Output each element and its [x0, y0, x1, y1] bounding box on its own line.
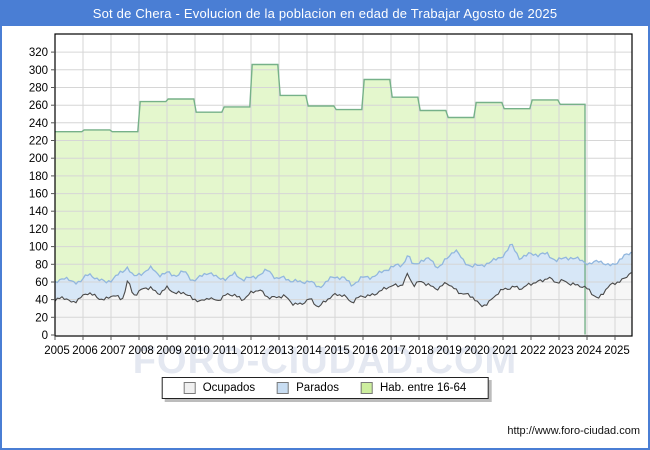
- x-tick-label: 2020: [464, 345, 490, 357]
- y-tick-label: 240: [29, 118, 48, 130]
- chart-title-bar: Sot de Chera - Evolucion de la poblacion…: [2, 2, 648, 26]
- x-tick-label: 2010: [184, 345, 210, 357]
- y-tick-label: 120: [29, 224, 48, 236]
- y-tick-label: 220: [29, 136, 48, 148]
- y-tick-label: 0: [42, 330, 48, 342]
- page-title: Sot de Chera - Evolucion de la poblacion…: [92, 6, 558, 21]
- axis-labels: 0 20 40 60 80 100 120 140 160 180 200 220 240 260 280 3…: [29, 47, 630, 357]
- chart-legend: Ocupados Parados Hab. entre 16-64: [161, 377, 489, 399]
- x-tick-label: 2025: [604, 345, 630, 357]
- series-lines: [54, 63, 632, 335]
- y-tick-label: 300: [29, 65, 48, 77]
- axis-ticks: [51, 51, 616, 340]
- legend-item-parados: Parados: [277, 382, 339, 394]
- series-fills: [55, 64, 632, 335]
- y-tick-label: 100: [29, 242, 48, 254]
- y-tick-label: 160: [29, 189, 48, 201]
- x-tick-label: 2016: [352, 345, 378, 357]
- x-tick-label: 2008: [128, 345, 154, 357]
- x-tick-label: 2017: [380, 345, 406, 357]
- y-tick-label: 140: [29, 206, 48, 218]
- watermark-text: FORO-CIUDAD.COM: [132, 340, 518, 382]
- x-tick-label: 2019: [436, 345, 462, 357]
- legend-label: Parados: [296, 382, 339, 394]
- x-tick-label: 2007: [100, 345, 126, 357]
- y-tick-label: 180: [29, 171, 48, 183]
- x-tick-label: 2005: [44, 345, 70, 357]
- footer-url: http://www.foro-ciudad.com: [507, 425, 640, 437]
- x-tick-label: 2014: [296, 345, 322, 357]
- x-tick-label: 2023: [548, 345, 574, 357]
- legend-swatch: [183, 382, 196, 394]
- chart-region: FORO-CIUDAD.COM 0 20 40 60 80 100 120 140 160 180…: [2, 26, 648, 448]
- legend-label: Hab. entre 16-64: [379, 382, 467, 394]
- x-tick-label: 2015: [324, 345, 350, 357]
- y-tick-label: 60: [35, 277, 48, 289]
- area-ocupados: [55, 272, 632, 335]
- x-tick-label: 2013: [268, 345, 294, 357]
- line-parados: [54, 243, 632, 289]
- y-tick-label: 20: [35, 312, 48, 324]
- legend-swatch: [277, 382, 290, 394]
- x-tick-label: 2024: [576, 345, 602, 357]
- y-tick-label: 200: [29, 153, 48, 165]
- x-tick-label: 2009: [156, 345, 182, 357]
- x-tick-label: 2011: [213, 345, 238, 357]
- x-tick-label: 2021: [492, 345, 518, 357]
- x-tick-label: 2018: [408, 345, 434, 357]
- x-tick-label: 2022: [520, 345, 546, 357]
- x-tick-label: 2006: [72, 345, 98, 357]
- line-hab-16-64: [55, 63, 586, 335]
- y-tick-label: 40: [35, 295, 48, 307]
- legend-item-hab-entre-16-64: Hab. entre 16-64: [360, 382, 467, 394]
- y-tick-label: 320: [29, 47, 48, 59]
- legend-label: Ocupados: [202, 382, 256, 394]
- plot-border: [54, 33, 633, 337]
- x-tick-label: 2012: [240, 345, 266, 357]
- legend-swatch: [360, 382, 373, 394]
- chart-canvas: 0 20 40 60 80 100 120 140 160 180 200 220 240 260 280 3…: [29, 33, 633, 357]
- gridlines: [55, 34, 632, 336]
- y-tick-label: 80: [35, 259, 48, 271]
- legend-item-ocupados: Ocupados: [183, 382, 256, 394]
- y-tick-label: 260: [29, 100, 48, 112]
- line-ocupados: [54, 272, 632, 308]
- y-tick-label: 280: [29, 83, 48, 95]
